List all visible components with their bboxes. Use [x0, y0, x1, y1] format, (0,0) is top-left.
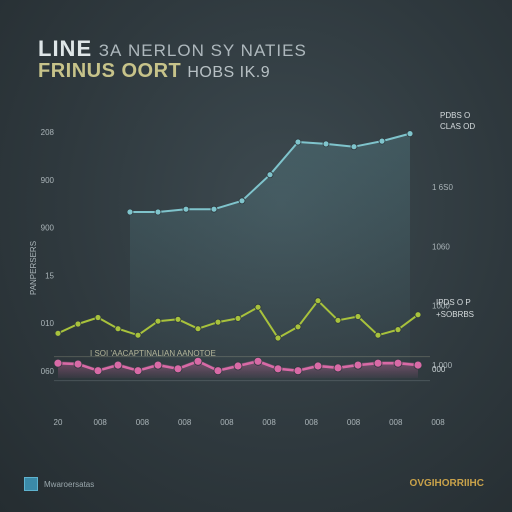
right-label-mid: +SOBRBS: [436, 310, 474, 319]
data-point: [333, 363, 343, 373]
data-point: [193, 356, 203, 366]
right-label-bottom: 000: [432, 365, 446, 374]
y-tick-label-left: 15: [45, 271, 54, 280]
chart-subtitle-strong: FRINUS OORT: [38, 60, 182, 82]
series-layer: [53, 130, 423, 376]
data-point: [233, 361, 243, 371]
y-axis-label: PANPERSERS: [29, 241, 38, 295]
data-point: [274, 334, 282, 342]
x-tick-label: 008: [431, 418, 445, 427]
y-tick-label-left: 900: [41, 176, 55, 185]
data-point: [293, 366, 303, 376]
x-tick-label: 008: [220, 418, 234, 427]
data-point: [254, 303, 262, 311]
chart-title-rest: ЗА NERLON SY NATIES: [98, 41, 307, 60]
data-point: [53, 358, 63, 368]
y-tick-label-right: 1 6S0: [432, 183, 453, 192]
data-point: [393, 358, 403, 368]
data-point: [94, 314, 102, 321]
chart-title: LINE ЗА NERLON SY NATIES: [38, 36, 307, 62]
left-axis: PANPERSERS 208 900 900 15 010 060: [29, 128, 55, 376]
x-tick-label: 008: [347, 418, 361, 427]
data-point: [334, 316, 342, 324]
data-point: [54, 329, 62, 337]
x-tick-label: 008: [389, 418, 403, 427]
x-tick-label: 008: [136, 418, 150, 427]
data-point: [182, 205, 190, 213]
chart-subtitle-rest: HOBS IK.9: [187, 64, 271, 81]
data-point: [294, 138, 302, 146]
data-point: [210, 205, 218, 213]
data-point: [322, 140, 330, 148]
data-point: [213, 366, 223, 376]
data-point: [173, 364, 183, 374]
data-point: [373, 358, 383, 368]
chart-title-strong: LINE: [38, 36, 93, 61]
right-axis: 1 6S0 1060 1000 1 000 PDBS O CLAS OD IPDS O P +…: [432, 111, 475, 370]
data-point: [74, 320, 82, 328]
data-point: [154, 317, 162, 325]
y-tick-label-left: 208: [41, 128, 55, 137]
data-point: [194, 325, 202, 333]
y-tick-label-left: 060: [41, 367, 55, 376]
legend-label: Mwaroersatas: [44, 479, 95, 489]
area-layer: [54, 133, 430, 382]
source-label: OVGIHORRIIHC: [409, 478, 484, 489]
series-annotation: I SOI 'AACAPTINALIAN AANOTOE: [90, 349, 216, 358]
chart-subtitle: FRINUS OORT HOBS IK.9: [38, 60, 270, 83]
data-point: [113, 360, 123, 370]
right-label-top: PDBS O: [440, 111, 470, 120]
data-point: [354, 313, 362, 320]
data-point: [273, 364, 283, 374]
data-point: [378, 137, 386, 145]
data-point: [374, 331, 382, 339]
data-point: [73, 359, 83, 369]
data-point: [253, 356, 263, 366]
legend-swatch-icon: [24, 477, 38, 491]
data-point: [133, 366, 143, 376]
x-tick-label: 008: [305, 418, 319, 427]
x-tick-label: 008: [178, 418, 192, 427]
x-tick-label: 20: [54, 418, 63, 427]
data-point: [294, 323, 302, 331]
x-tick-label: 008: [262, 418, 276, 427]
x-tick-label: 008: [94, 418, 108, 427]
data-point: [266, 171, 274, 179]
data-point: [153, 360, 163, 370]
teal-area: [130, 133, 410, 371]
data-point: [238, 197, 246, 205]
y-tick-label-right: 1060: [432, 242, 450, 251]
data-point: [394, 326, 402, 334]
right-label-mid: IPDS O P: [436, 298, 471, 307]
data-point: [114, 325, 122, 333]
data-point: [406, 130, 414, 138]
y-tick-label-right: 1000: [432, 302, 450, 311]
data-point: [214, 318, 222, 326]
data-point: [154, 208, 162, 216]
data-point: [413, 360, 423, 370]
data-point: [314, 297, 322, 305]
y-tick-label-left: 010: [41, 319, 55, 328]
y-tick-label-right: 1 000: [432, 361, 453, 370]
data-point: [134, 331, 142, 339]
data-point: [234, 314, 242, 322]
data-point: [350, 143, 358, 151]
x-axis: 20 008 008 008 008 008 008 008 008 008: [54, 418, 446, 427]
data-point: [174, 315, 182, 323]
legend: Mwaroersatas: [24, 477, 94, 491]
data-point: [93, 366, 103, 376]
data-point: [126, 208, 134, 216]
y-tick-label-left: 900: [41, 224, 55, 233]
data-point: [353, 360, 363, 370]
data-point: [414, 311, 422, 319]
data-point: [313, 361, 323, 371]
right-label-top: CLAS OD: [440, 122, 475, 131]
